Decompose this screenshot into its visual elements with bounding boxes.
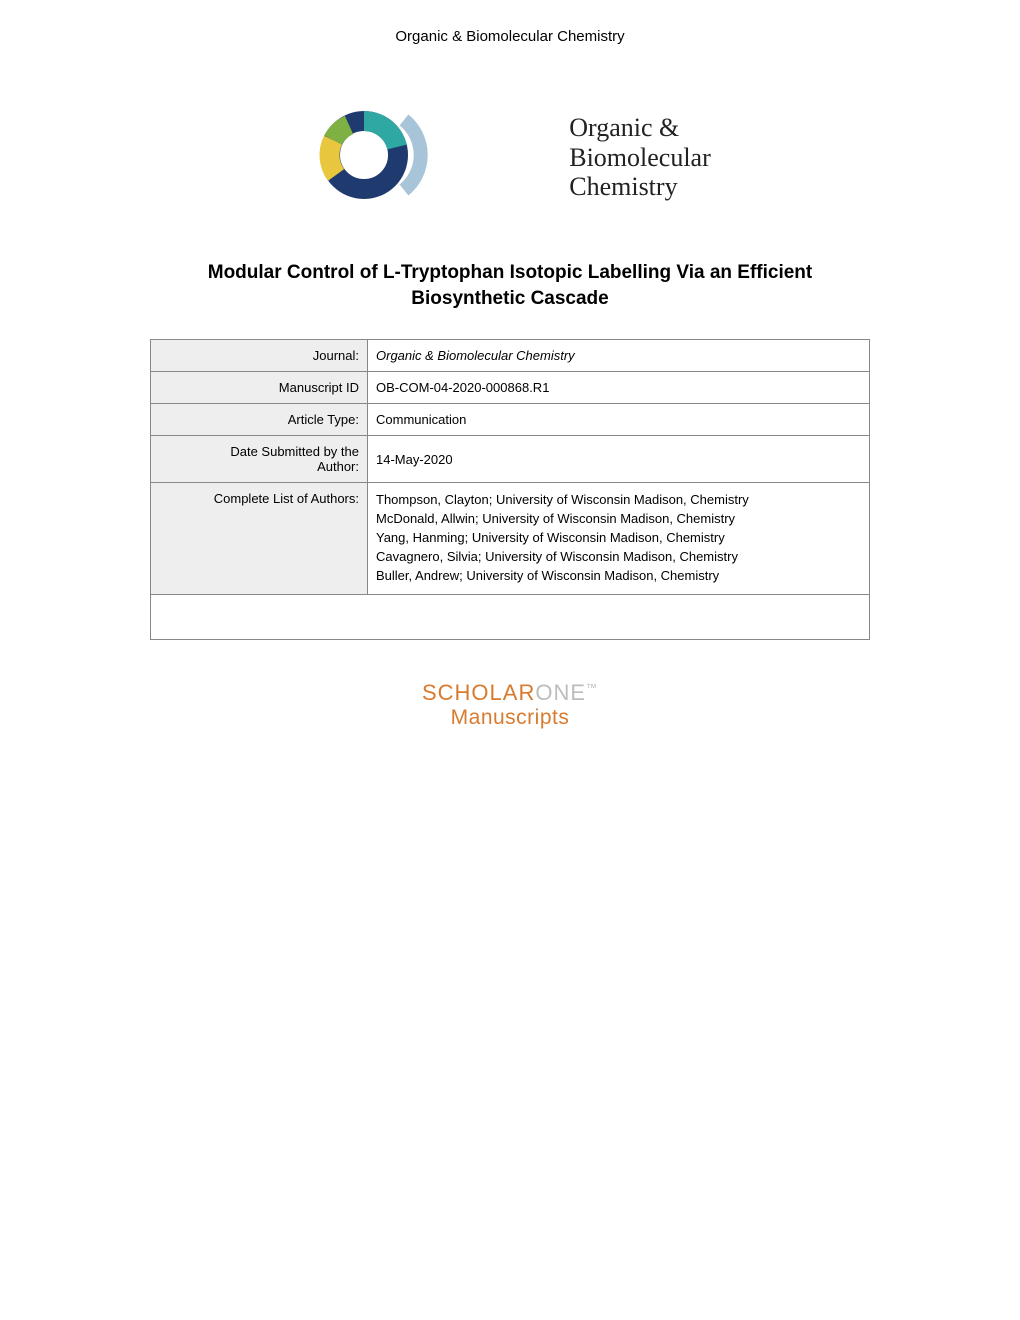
article-title: Modular Control of L-Tryptophan Isotopic…: [150, 260, 870, 311]
manuscript-id-label: Manuscript ID: [151, 372, 368, 404]
journal-value: Organic & Biomolecular Chemistry: [368, 340, 870, 372]
table-row: Manuscript ID OB-COM-04-2020-000868.R1: [151, 372, 870, 404]
table-row: Article Type: Communication: [151, 404, 870, 436]
scholarone-logo: SCHOLARONE™ Manuscripts: [0, 680, 1020, 730]
date-label-line: Date Submitted by the: [230, 444, 359, 459]
logo-text-line: Biomolecular: [569, 143, 711, 173]
logo-row: Organic & Biomolecular Chemistry: [0, 105, 1020, 210]
author-line: Yang, Hanming; University of Wisconsin M…: [376, 529, 861, 548]
publisher-logo-icon: [309, 105, 429, 210]
scholarone-one: ONE: [535, 680, 586, 705]
scholarone-line1: SCHOLARONE™: [0, 680, 1020, 706]
table-row: Date Submitted by the Author: 14-May-202…: [151, 436, 870, 483]
table-spacer-row: [151, 594, 870, 639]
author-line: McDonald, Allwin; University of Wisconsi…: [376, 510, 861, 529]
article-type-label: Article Type:: [151, 404, 368, 436]
publisher-logo-text: Organic & Biomolecular Chemistry: [569, 113, 711, 203]
table-row: Complete List of Authors: Thompson, Clay…: [151, 483, 870, 594]
scholarone-line2: Manuscripts: [0, 706, 1020, 730]
table-row: Journal: Organic & Biomolecular Chemistr…: [151, 340, 870, 372]
page-header: Organic & Biomolecular Chemistry: [0, 0, 1020, 45]
journal-label: Journal:: [151, 340, 368, 372]
logo-text-line: Chemistry: [569, 172, 711, 202]
authors-value: Thompson, Clayton; University of Wiscons…: [368, 483, 870, 594]
authors-label: Complete List of Authors:: [151, 483, 368, 594]
metadata-table: Journal: Organic & Biomolecular Chemistr…: [150, 339, 870, 639]
date-submitted-label: Date Submitted by the Author:: [151, 436, 368, 483]
author-line: Buller, Andrew; University of Wisconsin …: [376, 567, 861, 586]
scholarone-text: SCHOLAR: [422, 680, 535, 705]
manuscript-id-value: OB-COM-04-2020-000868.R1: [368, 372, 870, 404]
date-submitted-value: 14-May-2020: [368, 436, 870, 483]
author-line: Cavagnero, Silvia; University of Wiscons…: [376, 548, 861, 567]
article-type-value: Communication: [368, 404, 870, 436]
logo-text-line: Organic &: [569, 113, 711, 143]
trademark-icon: ™: [586, 682, 598, 694]
date-label-line: Author:: [317, 459, 359, 474]
author-line: Thompson, Clayton; University of Wiscons…: [376, 491, 861, 510]
